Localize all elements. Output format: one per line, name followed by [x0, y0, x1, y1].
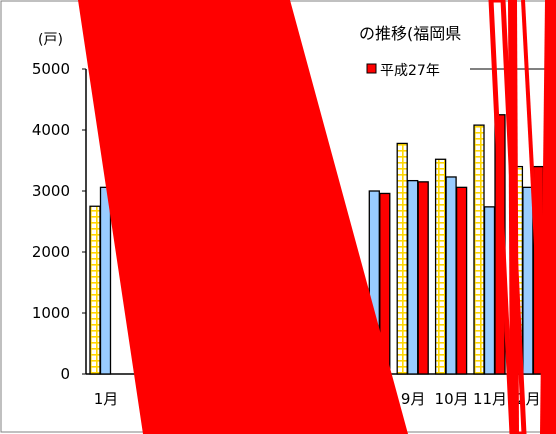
red-occlusion-line: [521, 0, 548, 434]
bar-series-2-cat-8: [417, 181, 429, 375]
bar-series-0-cat-0: [89, 205, 101, 375]
y-tick-label: 2000: [32, 243, 70, 261]
red-occlusion-stroke-3: [540, 0, 556, 434]
y-tick-label: 1000: [32, 304, 70, 322]
bar-series-1-cat-0: [99, 186, 112, 375]
y-tick-label: 3000: [32, 182, 70, 200]
y-tick-label: 0: [60, 365, 70, 383]
bar-series-1-cat-11: [522, 186, 534, 375]
bar-series-0-cat-8: [396, 142, 408, 375]
y-unit-label: (戸): [38, 32, 63, 48]
bar-series-0-cat-9: [434, 158, 447, 375]
bar-series-0-cat-10: [473, 124, 485, 375]
y-tick-labels: 0 1000 2000 3000 4000 5000: [32, 60, 86, 383]
bar-series-1-cat-9: [445, 176, 457, 375]
bars: [89, 114, 545, 375]
x-category-label: 9月: [401, 390, 426, 408]
red-occlusion-stroke-1: [488, 0, 527, 434]
bar-series-2-cat-9: [455, 186, 468, 375]
x-category-label: 11月: [473, 390, 507, 408]
bar-series-1-cat-8: [407, 179, 419, 375]
red-occlusion-stroke-2: [508, 0, 519, 434]
legend-label-2015: 平成27年: [380, 63, 440, 79]
x-category-label: 10月: [435, 390, 469, 408]
bar-series-1-cat-10: [483, 206, 496, 375]
y-tick-label: 4000: [32, 121, 70, 139]
legend: 平成27年: [363, 59, 556, 81]
legend-box: [363, 59, 468, 81]
y-tick-label: 5000: [32, 60, 70, 78]
chart-title: の推移(福岡県: [359, 24, 461, 43]
legend-swatch-2015: [366, 63, 377, 74]
x-category-label: 1月: [94, 390, 119, 408]
occlusion-overlay: [78, 0, 556, 434]
red-occlusion-band: [78, 0, 408, 434]
